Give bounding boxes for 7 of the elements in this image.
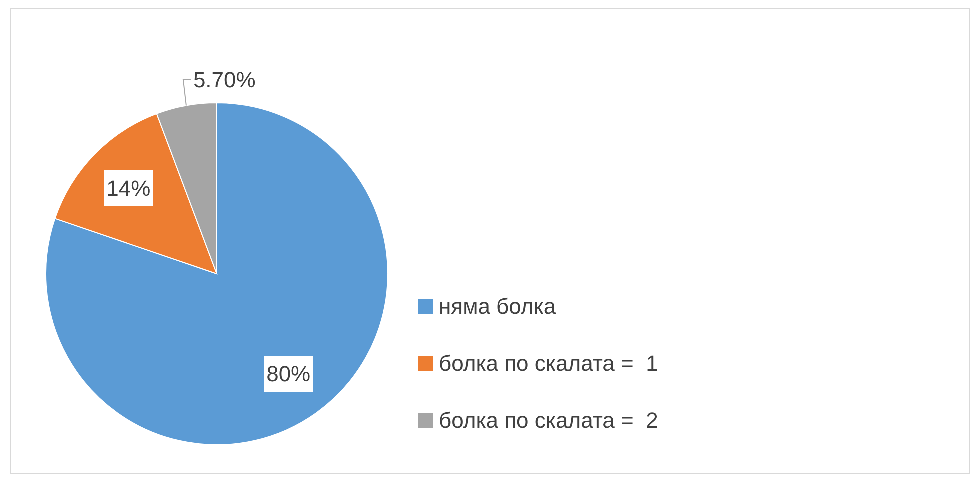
legend-label: няма болка — [439, 294, 556, 320]
data-label: 5.70% — [193, 68, 256, 92]
data-label: 14% — [106, 176, 151, 201]
legend-label: болка по скалата = 2 — [439, 408, 658, 434]
data-label: 80% — [266, 362, 311, 387]
pie-slice — [46, 102, 388, 446]
legend-label: болка по скалата = 1 — [439, 350, 658, 376]
